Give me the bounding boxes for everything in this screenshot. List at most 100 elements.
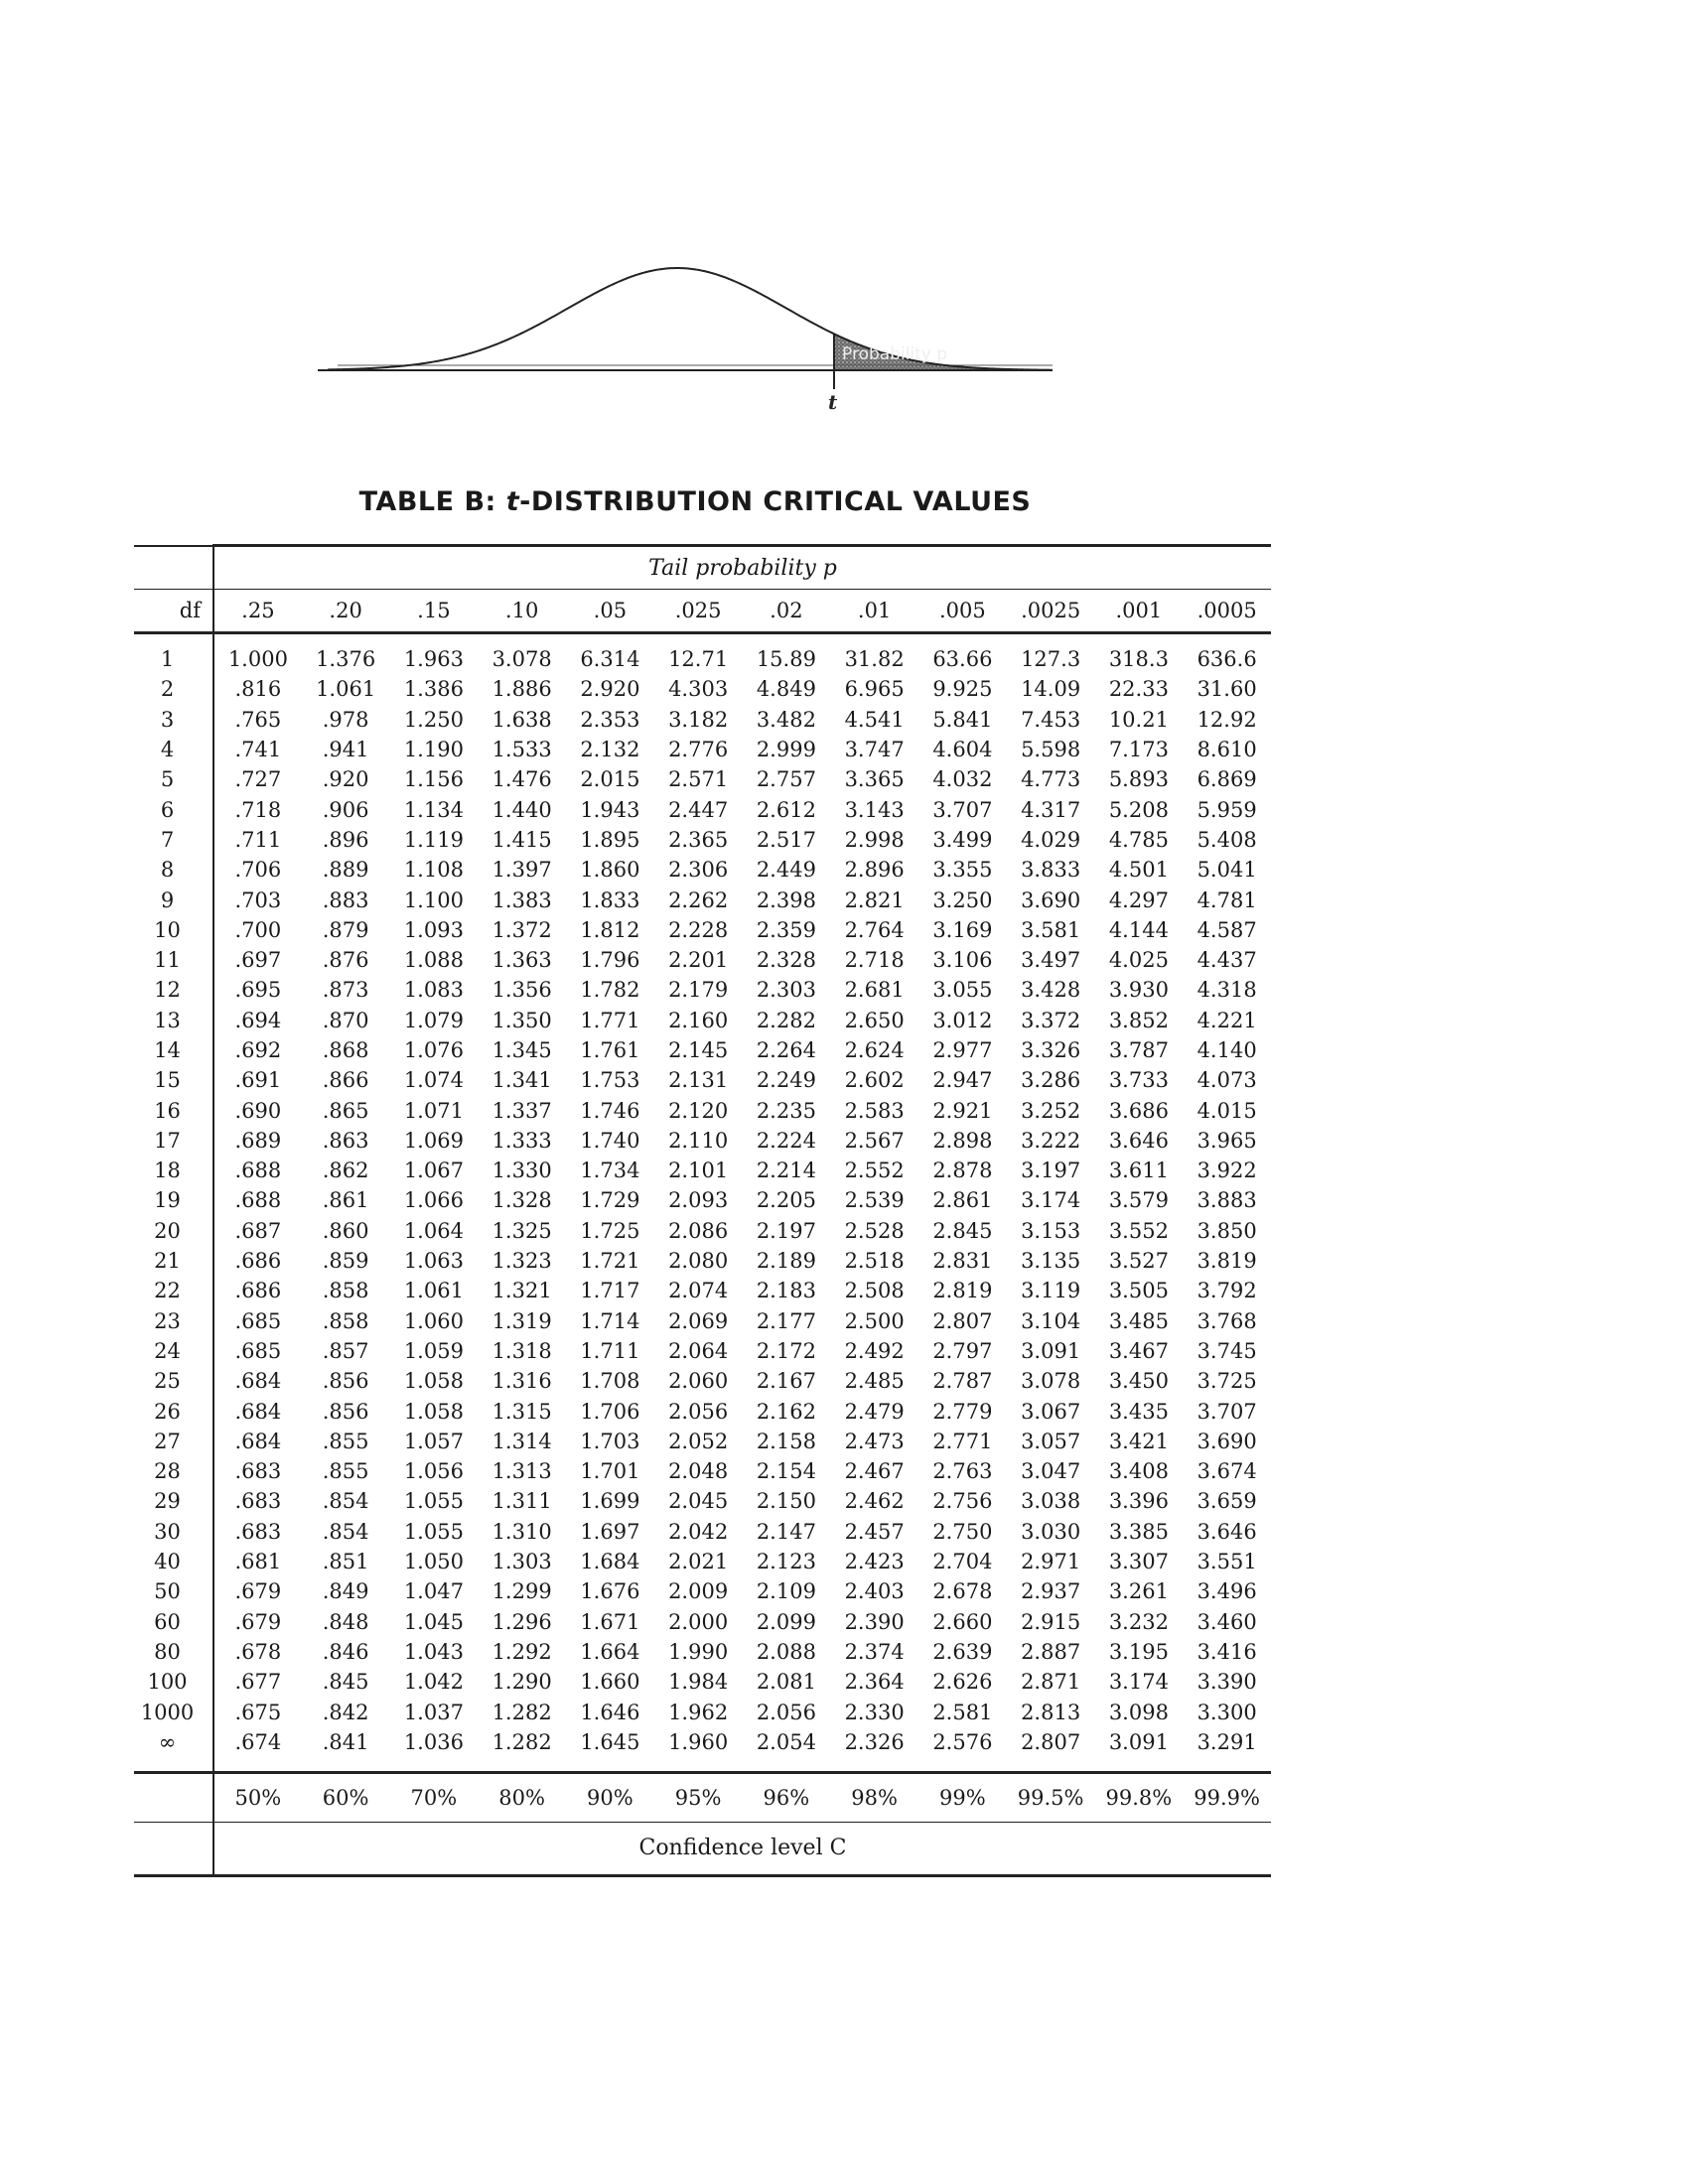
critical-value-cell: 2.249	[756, 1068, 816, 1093]
t-distribution-table: Tail probability p df .25.20.15.10.05.02…	[134, 544, 1271, 1877]
critical-value-cell: 2.205	[756, 1188, 816, 1213]
critical-value-cell: 2.681	[844, 978, 905, 1003]
critical-value-cell: 2.528	[844, 1218, 905, 1243]
critical-value-cell: 4.032	[932, 767, 993, 792]
df-value: 1	[134, 644, 214, 675]
critical-value-cell: 3.385	[1108, 1519, 1169, 1544]
table-row: 50 .679 .849 1.047 1.299 1.676 2.009 2.109 2.403…	[134, 1576, 1271, 1607]
critical-value-cell: 2.132	[580, 738, 640, 762]
critical-value-cell: 5.041	[1196, 858, 1257, 883]
critical-value-cell: 1.734	[580, 1159, 640, 1183]
critical-value-cell: 2.303	[756, 978, 816, 1003]
critical-value-cell: 2.326	[844, 1729, 905, 1754]
table-spacer-bottom	[134, 1756, 1271, 1773]
critical-value-cell: 2.750	[932, 1519, 993, 1544]
table-row: 22 .686 .858 1.061 1.321 1.717 2.074 2.183 2.508…	[134, 1276, 1271, 1306]
critical-value-cell: 3.252	[1021, 1098, 1081, 1123]
critical-value-cell: 3.435	[1108, 1399, 1169, 1424]
title-suffix: -DISTRIBUTION CRITICAL VALUES	[519, 486, 1032, 517]
critical-value-cell: 3.930	[1108, 978, 1169, 1003]
critical-value-cell: 3.505	[1108, 1279, 1169, 1303]
table-row: 11 .697 .876 1.088 1.363 1.796 2.201 2.328 2.718…	[134, 944, 1271, 976]
critical-value-cell: 2.462	[844, 1489, 905, 1514]
critical-value-cell: 1.701	[580, 1459, 640, 1484]
critical-value-cell: 1.325	[492, 1218, 552, 1243]
critical-value-cell: 1.042	[403, 1670, 464, 1695]
critical-value-cell: 2.009	[668, 1579, 729, 1604]
critical-value-cell: 3.725	[1196, 1369, 1257, 1394]
critical-value-cell: 3.055	[932, 978, 993, 1003]
critical-value-cell: .688	[234, 1188, 282, 1213]
df-value: 20	[134, 1215, 214, 1246]
critical-value-cell: .854	[322, 1519, 369, 1544]
critical-value-cell: 2.650	[844, 1008, 905, 1032]
critical-value-cell: 3.222	[1021, 1128, 1081, 1153]
critical-value-cell: 3.104	[1021, 1308, 1081, 1333]
critical-value-cell: 1.415	[492, 827, 552, 852]
critical-value-cell: .873	[322, 978, 369, 1003]
critical-value-cell: 1.093	[403, 917, 464, 942]
critical-value-cell: 2.374	[844, 1639, 905, 1664]
critical-value-cell: 1.671	[580, 1609, 640, 1634]
critical-value-cell: .689	[234, 1128, 282, 1153]
critical-value-cell: 2.500	[844, 1308, 905, 1333]
critical-value-cell: 3.646	[1196, 1519, 1257, 1544]
critical-value-cell: 4.144	[1108, 917, 1169, 942]
critical-value-cell: 2.074	[668, 1279, 729, 1303]
critical-value-cell: .865	[322, 1098, 369, 1123]
critical-value-cell: 3.467	[1108, 1338, 1169, 1363]
critical-value-cell: 1.190	[403, 738, 464, 762]
critical-value-cell: .765	[234, 707, 282, 732]
critical-value-cell: 2.998	[844, 827, 905, 852]
critical-value-cell: 1.055	[403, 1519, 464, 1544]
critical-value-cell: 1.061	[403, 1279, 464, 1303]
critical-value-cell: 2.583	[844, 1098, 905, 1123]
tail-prob-6: .02	[742, 589, 831, 634]
critical-value-cell: .683	[234, 1459, 282, 1484]
critical-value-cell: 1.069	[403, 1128, 464, 1153]
critical-value-cell: 2.704	[932, 1550, 993, 1574]
critical-value-cell: 2.473	[844, 1429, 905, 1453]
table-row: 24 .685 .857 1.059 1.318 1.711 2.064 2.172 2.492…	[134, 1335, 1271, 1367]
critical-value-cell: 3.659	[1196, 1489, 1257, 1514]
table-row: 80 .678 .846 1.043 1.292 1.664 1.990 2.088 2.374…	[134, 1636, 1271, 1668]
critical-value-cell: 1.721	[580, 1249, 640, 1274]
critical-value-cell: 1.383	[492, 887, 552, 912]
df-value: 30	[134, 1516, 214, 1547]
critical-value-cell: .690	[234, 1098, 282, 1123]
table-row: 28 .683 .855 1.056 1.313 1.701 2.048 2.154 2.467…	[134, 1456, 1271, 1487]
critical-value-cell: 1.886	[492, 677, 552, 702]
critical-value-cell: 3.047	[1021, 1459, 1081, 1484]
critical-value-cell: 3.012	[932, 1008, 993, 1032]
critical-value-cell: .845	[322, 1670, 369, 1695]
critical-value-cell: 2.064	[668, 1338, 729, 1363]
df-value: 8	[134, 855, 214, 886]
critical-value-cell: 1.345	[492, 1038, 552, 1062]
tail-prob-7: .01	[830, 589, 918, 634]
critical-value-cell: .727	[234, 767, 282, 792]
critical-value-cell: .706	[234, 858, 282, 883]
df-value: 16	[134, 1095, 214, 1126]
table-row: 12 .695 .873 1.083 1.356 1.782 2.179 2.303 2.681…	[134, 975, 1271, 1006]
critical-value-cell: .675	[234, 1700, 282, 1724]
critical-value-cell: 1.058	[403, 1399, 464, 1424]
critical-value-cell: 2.145	[668, 1038, 729, 1062]
critical-value-cell: 1.646	[580, 1700, 640, 1724]
critical-value-cell: 4.317	[1021, 797, 1081, 822]
confidence-level-label: Confidence level C	[213, 1822, 1271, 1877]
critical-value-cell: 2.819	[932, 1279, 993, 1303]
df-value: 60	[134, 1606, 214, 1637]
df-column-header: df	[134, 589, 214, 634]
table-row: 60 .679 .848 1.045 1.296 1.671 2.000 2.099 2.390…	[134, 1606, 1271, 1637]
table-row: 27 .684 .855 1.057 1.314 1.703 2.052 2.158 2.473…	[134, 1426, 1271, 1457]
critical-value-cell: 2.060	[668, 1369, 729, 1394]
critical-value-cell: 3.030	[1021, 1519, 1081, 1544]
critical-value-cell: .816	[234, 677, 282, 702]
critical-value-cell: 1.321	[492, 1279, 552, 1303]
critical-value-cell: 4.541	[844, 707, 905, 732]
table-row: 23 .685 .858 1.060 1.319 1.714 2.069 2.177 2.500…	[134, 1305, 1271, 1336]
tail-probability-header-row: Tail probability p	[134, 544, 1271, 590]
critical-value-cell: 5.841	[932, 707, 993, 732]
table-row: 15 .691 .866 1.074 1.341 1.753 2.131 2.249 2.602…	[134, 1065, 1271, 1096]
critical-value-cell: .856	[322, 1369, 369, 1394]
